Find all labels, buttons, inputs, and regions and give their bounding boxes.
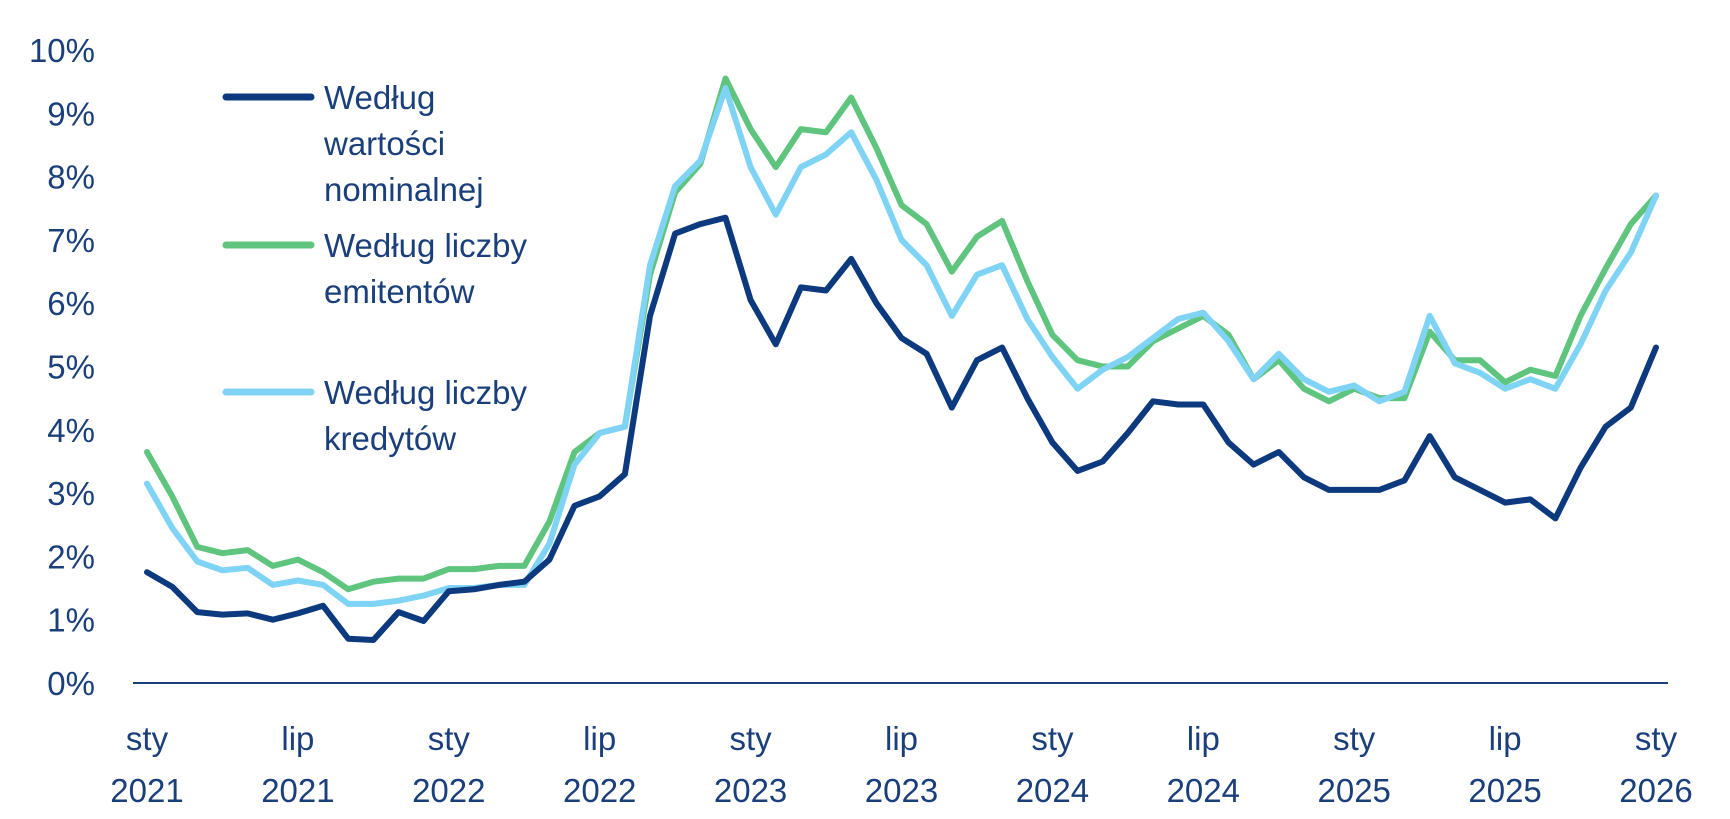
x-tick-month: lip	[583, 720, 616, 757]
x-tick-month: lip	[281, 720, 314, 757]
legend-item-wartosc-nominalna: Według wartości nominalnej	[222, 79, 484, 208]
y-tick-label: 6%	[47, 285, 95, 322]
x-tick-year: 2024	[1016, 772, 1089, 809]
x-tick-month: sty	[126, 720, 169, 757]
x-tick-month: sty	[1333, 720, 1376, 757]
x-tick-year: 2023	[865, 772, 938, 809]
x-axis-tick-labels: sty 2021 lip 2021 sty 2022 lip 2022 sty 2023 lip 20…	[110, 720, 1692, 809]
x-tick-month: lip	[1187, 720, 1220, 757]
y-tick-label: 10%	[29, 32, 95, 69]
x-tick-year: 2022	[412, 772, 485, 809]
x-tick-month: lip	[1489, 720, 1522, 757]
series-line-liczba-emitentow	[144, 75, 1659, 593]
legend-item-liczba-emitentow: Według liczby emitentów	[222, 227, 527, 310]
x-tick-month: sty	[1635, 720, 1678, 757]
y-tick-label: 9%	[47, 95, 95, 132]
y-tick-label: 2%	[47, 538, 95, 575]
y-tick-label: 5%	[47, 349, 95, 386]
legend-label: nominalnej	[324, 171, 484, 208]
legend-label: Według liczby	[324, 227, 527, 264]
legend-label: Według liczby	[324, 374, 527, 411]
x-tick-year: 2025	[1468, 772, 1541, 809]
y-tick-label: 4%	[47, 412, 95, 449]
y-tick-label: 3%	[47, 475, 95, 512]
legend-item-liczba-kredytow: Według liczby kredytów	[222, 374, 527, 457]
legend-label: kredytów	[324, 420, 456, 457]
x-tick-year: 2022	[563, 772, 636, 809]
x-tick-month: sty	[730, 720, 773, 757]
series-line-wartosc-nominalna	[144, 214, 1659, 643]
x-tick-year: 2025	[1317, 772, 1390, 809]
series-lines	[144, 75, 1659, 643]
series-line-liczba-kredytow	[144, 85, 1659, 607]
x-tick-year: 2023	[714, 772, 787, 809]
y-tick-label: 1%	[47, 602, 95, 639]
x-tick-year: 2021	[110, 772, 183, 809]
x-tick-month: lip	[885, 720, 918, 757]
x-tick-year: 2024	[1167, 772, 1240, 809]
y-tick-label: 7%	[47, 222, 95, 259]
x-tick-month: sty	[428, 720, 471, 757]
legend-label: emitentów	[324, 273, 475, 310]
x-tick-year: 2021	[261, 772, 334, 809]
legend-label: Według	[324, 79, 435, 116]
x-tick-month: sty	[1031, 720, 1074, 757]
x-tick-year: 2026	[1619, 772, 1692, 809]
y-axis-tick-labels: 0% 1% 2% 3% 4% 5% 6% 7% 8% 9% 10%	[29, 32, 95, 702]
y-tick-label: 8%	[47, 159, 95, 196]
y-tick-label: 0%	[47, 665, 95, 702]
legend: Według wartości nominalnej Według liczby emi…	[222, 79, 527, 457]
legend-label: wartości	[323, 125, 445, 162]
